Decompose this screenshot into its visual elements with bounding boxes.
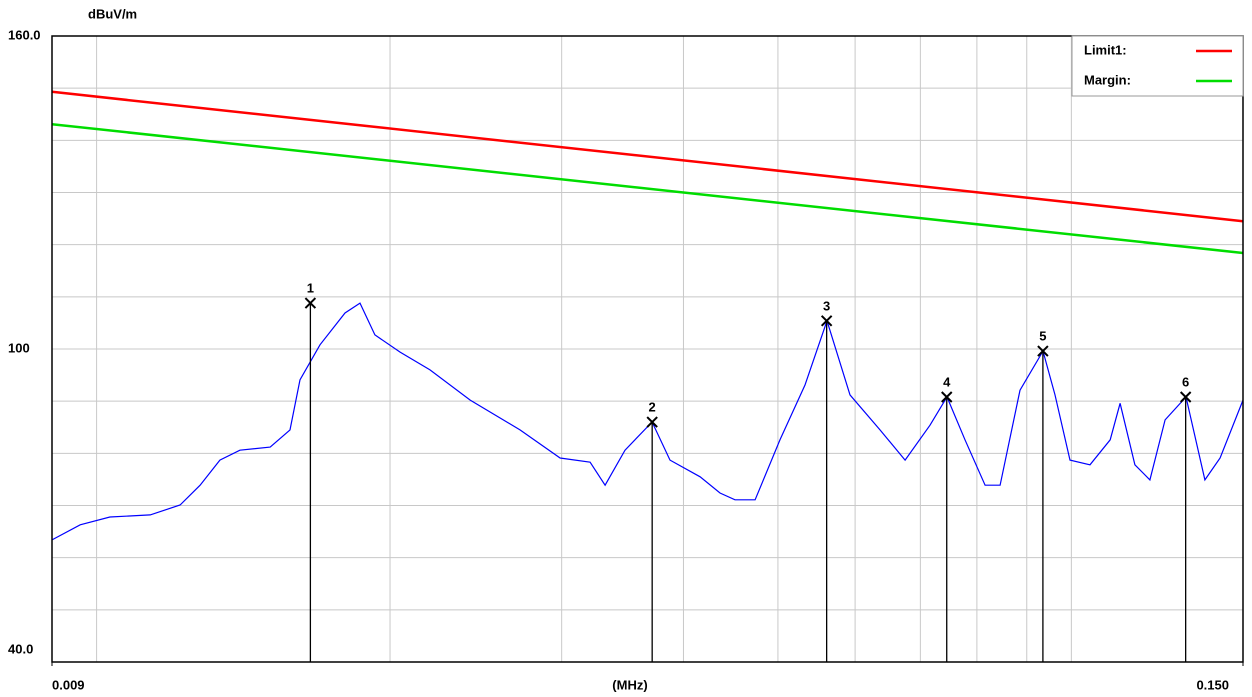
legend-label: Margin: bbox=[1084, 72, 1131, 87]
x-axis-label: (MHz) bbox=[612, 677, 647, 692]
marker-label: 3 bbox=[823, 298, 830, 313]
marker-label: 2 bbox=[649, 399, 656, 414]
x-tick-label: 0.150 bbox=[1196, 677, 1229, 692]
marker-label: 6 bbox=[1182, 374, 1189, 389]
legend-label: Limit1: bbox=[1084, 42, 1127, 57]
series-line bbox=[51, 90, 1244, 223]
y-unit-label: dBuV/m bbox=[88, 6, 137, 21]
legend-box bbox=[1071, 35, 1244, 97]
marker-cross bbox=[646, 416, 658, 428]
series-line bbox=[51, 122, 1244, 255]
series-line bbox=[51, 302, 1244, 541]
marker-cross bbox=[1037, 345, 1049, 357]
marker-cross bbox=[304, 297, 317, 309]
legend: Limit1: Margin: bbox=[1071, 35, 1244, 97]
y-tick-label: 160.0 bbox=[8, 27, 41, 42]
marker-label: 5 bbox=[1039, 329, 1046, 344]
marker-cross bbox=[941, 391, 953, 403]
marker-cross bbox=[1179, 391, 1192, 403]
marker-cross bbox=[820, 315, 833, 327]
marker-label: 4 bbox=[943, 374, 951, 389]
marker-label: 1 bbox=[307, 281, 314, 296]
plot-border bbox=[51, 35, 1244, 663]
x-tick-label: 0.009 bbox=[52, 677, 85, 692]
y-tick-label: 40.0 bbox=[8, 641, 33, 656]
y-tick-label: 100 bbox=[8, 340, 30, 355]
